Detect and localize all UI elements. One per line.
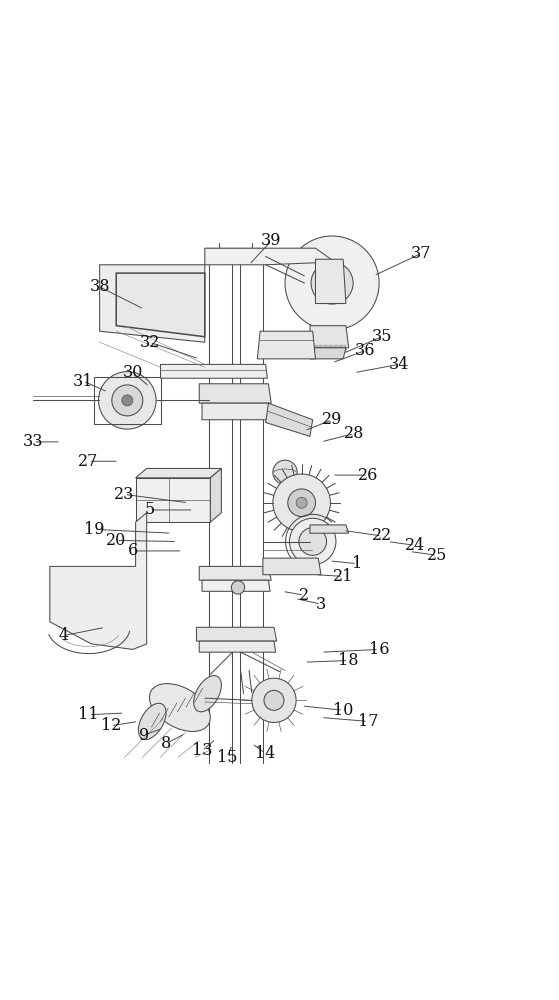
Text: 2: 2 — [299, 587, 310, 604]
Ellipse shape — [139, 703, 166, 739]
Circle shape — [290, 518, 336, 565]
Circle shape — [285, 236, 379, 330]
Ellipse shape — [194, 676, 221, 712]
Polygon shape — [50, 513, 146, 649]
Text: 24: 24 — [405, 537, 425, 554]
Circle shape — [252, 678, 296, 722]
Circle shape — [264, 690, 284, 710]
Text: 10: 10 — [333, 702, 353, 719]
Circle shape — [98, 372, 156, 429]
Text: 4: 4 — [59, 627, 69, 644]
Circle shape — [296, 497, 307, 508]
Text: 18: 18 — [338, 652, 359, 669]
Polygon shape — [199, 384, 271, 403]
Text: 26: 26 — [358, 467, 378, 484]
Text: 22: 22 — [372, 527, 392, 544]
Text: 14: 14 — [255, 745, 276, 762]
Text: 11: 11 — [78, 706, 99, 723]
Polygon shape — [202, 403, 271, 420]
Polygon shape — [205, 248, 266, 262]
Text: 21: 21 — [333, 568, 353, 585]
Text: 1: 1 — [352, 555, 362, 572]
Text: 19: 19 — [84, 521, 105, 538]
Text: 34: 34 — [389, 356, 409, 373]
Polygon shape — [315, 259, 346, 304]
Text: 30: 30 — [122, 364, 143, 381]
Circle shape — [288, 489, 315, 517]
Circle shape — [325, 276, 339, 290]
Text: 12: 12 — [101, 717, 121, 734]
Text: 36: 36 — [355, 342, 376, 359]
Text: 6: 6 — [127, 542, 138, 559]
Text: 35: 35 — [372, 328, 392, 345]
Polygon shape — [310, 525, 349, 533]
Polygon shape — [136, 478, 210, 522]
Text: 29: 29 — [322, 411, 342, 428]
Text: 20: 20 — [106, 532, 126, 549]
Circle shape — [273, 474, 330, 532]
Text: 13: 13 — [192, 742, 212, 759]
Circle shape — [311, 262, 353, 304]
Text: 17: 17 — [358, 713, 378, 730]
Circle shape — [122, 395, 133, 406]
Text: 38: 38 — [89, 278, 110, 295]
Circle shape — [112, 385, 143, 416]
Text: 8: 8 — [161, 735, 171, 752]
Text: 33: 33 — [23, 433, 44, 450]
Polygon shape — [263, 558, 321, 575]
Polygon shape — [210, 468, 221, 522]
Text: 27: 27 — [78, 453, 99, 470]
Polygon shape — [116, 273, 205, 337]
Polygon shape — [266, 403, 312, 436]
Text: 25: 25 — [427, 547, 447, 564]
Text: 37: 37 — [410, 245, 431, 262]
Polygon shape — [310, 326, 349, 348]
Text: 39: 39 — [261, 232, 281, 249]
Polygon shape — [160, 364, 267, 378]
Text: 16: 16 — [369, 641, 390, 658]
Polygon shape — [136, 468, 221, 478]
Polygon shape — [257, 331, 315, 359]
Text: 32: 32 — [139, 334, 160, 351]
Polygon shape — [202, 580, 270, 591]
Text: 15: 15 — [217, 749, 237, 766]
Text: 31: 31 — [73, 373, 93, 390]
Polygon shape — [196, 627, 277, 641]
Text: 28: 28 — [344, 425, 364, 442]
Polygon shape — [205, 248, 335, 265]
Circle shape — [231, 581, 245, 594]
Polygon shape — [199, 641, 276, 652]
Polygon shape — [199, 566, 271, 580]
Text: 9: 9 — [139, 727, 149, 744]
Ellipse shape — [149, 684, 210, 731]
Text: 3: 3 — [316, 596, 326, 613]
Polygon shape — [310, 348, 346, 359]
Text: 23: 23 — [115, 486, 135, 503]
Text: 5: 5 — [144, 501, 155, 518]
Circle shape — [299, 528, 326, 555]
Circle shape — [273, 460, 297, 485]
Polygon shape — [100, 265, 205, 342]
